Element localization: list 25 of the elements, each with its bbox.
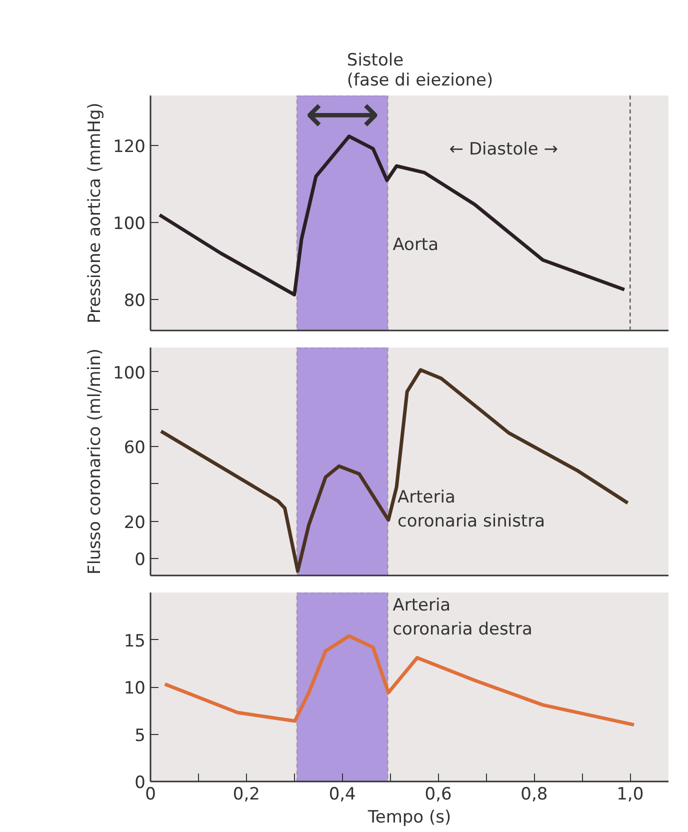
y-tick-label: 100: [113, 214, 146, 234]
text: Aorta: [392, 234, 439, 255]
y-tick-label: 80: [124, 291, 146, 312]
x-tick-label: 0,8: [520, 784, 548, 804]
y-tick-label: 20: [124, 512, 146, 533]
y-tick-label: 10: [124, 678, 146, 698]
y-tick-label: 60: [124, 438, 146, 458]
y-axis-title: Pressione aortica (mmHg): [85, 102, 106, 324]
y-tick-label: 5: [134, 726, 146, 746]
x-tick-label: 0,6: [424, 784, 452, 804]
y-tick-label: 120: [113, 137, 146, 158]
y-tick-label: 15: [124, 631, 146, 652]
line-series: [163, 634, 636, 727]
line-series: [159, 368, 630, 573]
x-tick-label: 0,2: [232, 784, 260, 804]
x-tick-label: 0,4: [328, 784, 356, 804]
x-axis-title: Tempo (s): [366, 808, 452, 828]
y-tick-label: 100: [113, 363, 146, 384]
series-label: Arteria coronaria destra: [392, 596, 532, 640]
y-tick-label: 0: [134, 550, 146, 570]
series-label: Arteria coronaria sinistra: [398, 487, 546, 532]
x-tick-label: 1,0: [616, 784, 644, 804]
annotation: ← Diastole →: [449, 140, 558, 160]
y-axis-title: Flusso coronarico (ml/min): [85, 348, 106, 574]
line-series: [158, 134, 626, 296]
